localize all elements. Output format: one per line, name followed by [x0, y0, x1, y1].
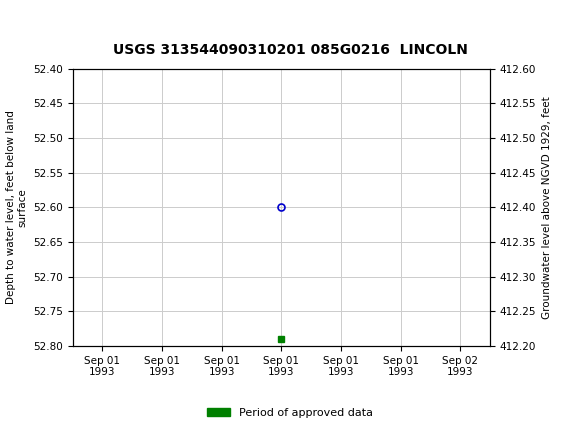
Legend: Period of approved data: Period of approved data [203, 403, 377, 422]
Text: ≡USGS: ≡USGS [3, 12, 74, 29]
Y-axis label: Depth to water level, feet below land
surface: Depth to water level, feet below land su… [6, 111, 27, 304]
Y-axis label: Groundwater level above NGVD 1929, feet: Groundwater level above NGVD 1929, feet [542, 96, 552, 319]
Text: USGS 313544090310201 085G0216  LINCOLN: USGS 313544090310201 085G0216 LINCOLN [113, 43, 467, 57]
